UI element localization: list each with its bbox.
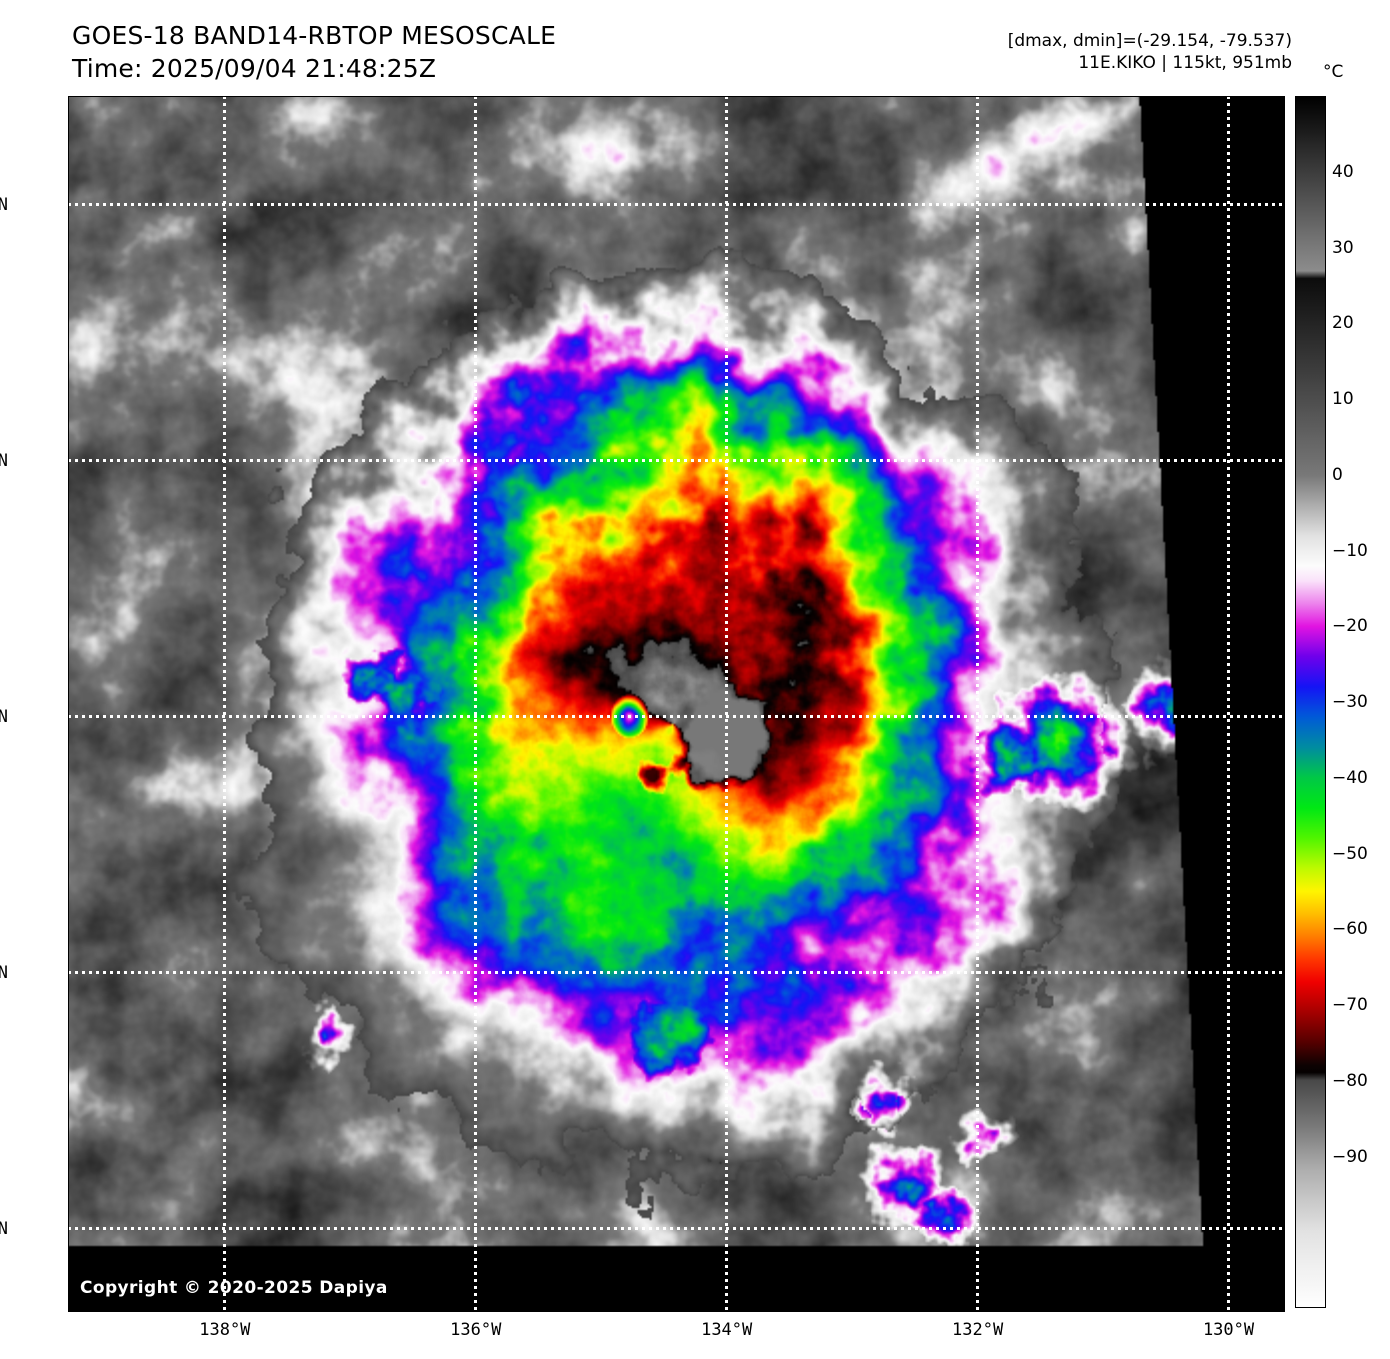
satellite-imagery xyxy=(68,96,1285,1312)
longitude-axis-labels: 138°W 136°W 134°W 132°W 130°W xyxy=(0,1320,1390,1350)
colorbar-tick-label: −30 xyxy=(1332,692,1368,712)
header-title-block: GOES-18 BAND14-RBTOP MESOSCALE Time: 202… xyxy=(72,20,556,85)
colorbar xyxy=(1295,96,1326,1308)
lat-tick-label: 10°N xyxy=(0,1218,8,1239)
colorbar-tick-label: 20 xyxy=(1332,313,1354,334)
colorbar-tick-label: 30 xyxy=(1332,237,1354,258)
colorbar-tick-label: −50 xyxy=(1332,843,1368,864)
colorbar-tick-labels: 40 30 20 10 0 −10 −20 −30 −40 −50 −60 −70 −80 −90 xyxy=(1332,96,1388,1308)
colorbar-tick-label: −70 xyxy=(1332,995,1368,1015)
timestamp-label: Time: 2025/09/04 21:48:25Z xyxy=(72,53,437,83)
colorbar-tick-label: −80 xyxy=(1332,1070,1368,1091)
satellite-raster xyxy=(68,96,1285,1312)
lat-tick-label: 18°N xyxy=(0,194,8,215)
header-metadata-block: [dmax, dmin]=(-29.154, -79.537) 11E.KIKO… xyxy=(1008,30,1292,75)
colorbar-tick-label: 10 xyxy=(1332,389,1354,409)
lon-tick-label: 134°W xyxy=(701,1320,753,1340)
colorbar-tick-label: −10 xyxy=(1332,540,1368,561)
lon-tick-label: 138°W xyxy=(199,1320,251,1340)
lat-tick-label: 14°N xyxy=(0,706,8,727)
copyright-label: Copyright © 2020-2025 Dapiya xyxy=(80,1278,388,1298)
colorbar-unit-label: °C xyxy=(1323,62,1344,82)
satellite-image-plot xyxy=(68,96,1285,1312)
colorbar-tick-label: −60 xyxy=(1332,919,1368,940)
lat-tick-label: 12°N xyxy=(0,962,8,983)
colorbar-tick-label: −40 xyxy=(1332,767,1368,788)
colorbar-tick-label: 40 xyxy=(1332,161,1354,182)
colorbar-tick-label: −20 xyxy=(1332,616,1368,637)
colorbar-tick-label: 0 xyxy=(1332,464,1343,485)
lon-tick-label: 132°W xyxy=(952,1320,1004,1340)
lon-tick-label: 130°W xyxy=(1202,1320,1255,1340)
lon-tick-label: 136°W xyxy=(450,1320,502,1340)
page-title: GOES-18 BAND14-RBTOP MESOSCALE xyxy=(72,21,557,50)
dmax-dmin-label: [dmax, dmin]=(-29.154, -79.537) xyxy=(1007,31,1292,51)
colorbar-tick-label: −90 xyxy=(1332,1146,1368,1167)
lat-tick-label: 16°N xyxy=(0,450,8,471)
colorbar-gradient xyxy=(1296,97,1325,1307)
storm-info-label: 11E.KIKO | 115kt, 951mb xyxy=(1078,53,1292,74)
